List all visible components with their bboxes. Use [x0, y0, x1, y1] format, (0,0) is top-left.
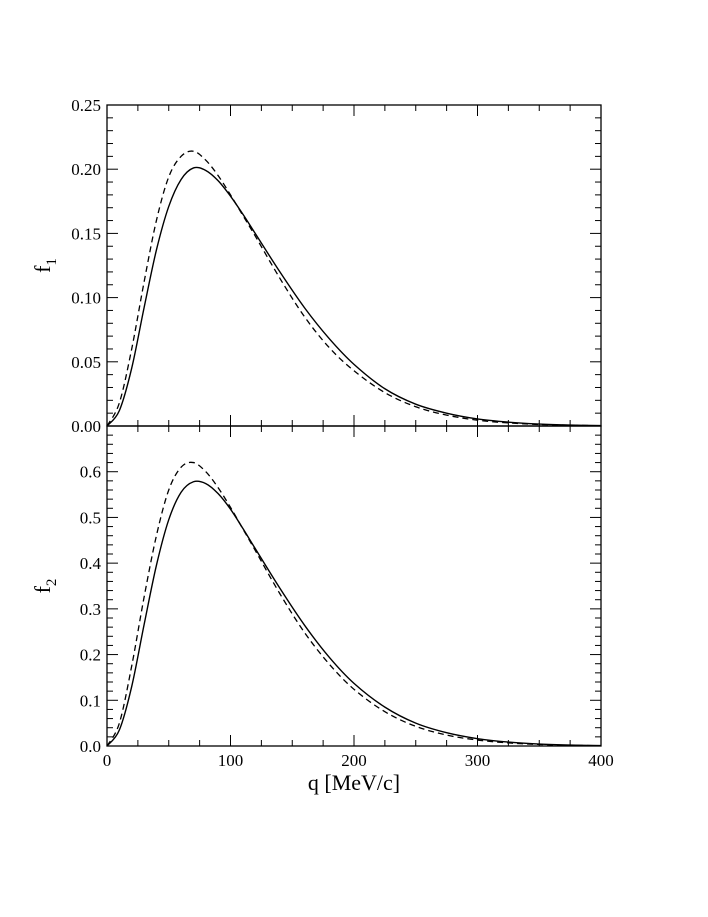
y-tick-label: 0.5 — [80, 508, 101, 527]
x-axis-label: q [MeV/c] — [308, 770, 400, 795]
y-tick-label: 0.00 — [71, 417, 101, 436]
y-tick-label: 0.20 — [71, 160, 101, 179]
y-axis-label-top: f1 — [30, 258, 60, 273]
y-tick-label: 0.6 — [80, 463, 101, 482]
y-axis-label-bottom: f2 — [30, 579, 60, 594]
x-tick-label: 100 — [218, 751, 244, 770]
series-line-top-solid — [106, 166, 602, 427]
y-tick-label: 0.05 — [71, 353, 101, 372]
x-tick-label: 300 — [465, 751, 491, 770]
x-tick-label: 0 — [103, 751, 112, 770]
y-tick-label: 0.10 — [71, 289, 101, 308]
y-tick-label: 0.0 — [80, 737, 101, 756]
y-tick-label: 0.15 — [71, 224, 101, 243]
x-tick-label: 200 — [341, 751, 367, 770]
plot-frame-top — [106, 104, 602, 427]
y-tick-label: 0.4 — [80, 554, 102, 573]
panel-top: 0.00 0.05 0.10 0.15 0.20 0.25 f1 — [30, 96, 602, 436]
x-tick-label: 400 — [588, 751, 614, 770]
y-tick-label: 0.25 — [71, 96, 101, 115]
panel-bottom: 0.0 0.1 0.2 0.3 0.4 0.5 0.6 f2 0 100 200 300 400 q [M… — [30, 425, 614, 795]
series-line-bottom-solid — [106, 480, 602, 747]
y-tick-label: 0.1 — [80, 691, 101, 710]
series-line-bottom-dashed — [106, 461, 602, 747]
y-tick-label: 0.3 — [80, 600, 101, 619]
series-line-top-dashed — [106, 150, 602, 427]
plot-frame-bottom — [106, 425, 602, 747]
y-tick-label: 0.2 — [80, 646, 101, 665]
